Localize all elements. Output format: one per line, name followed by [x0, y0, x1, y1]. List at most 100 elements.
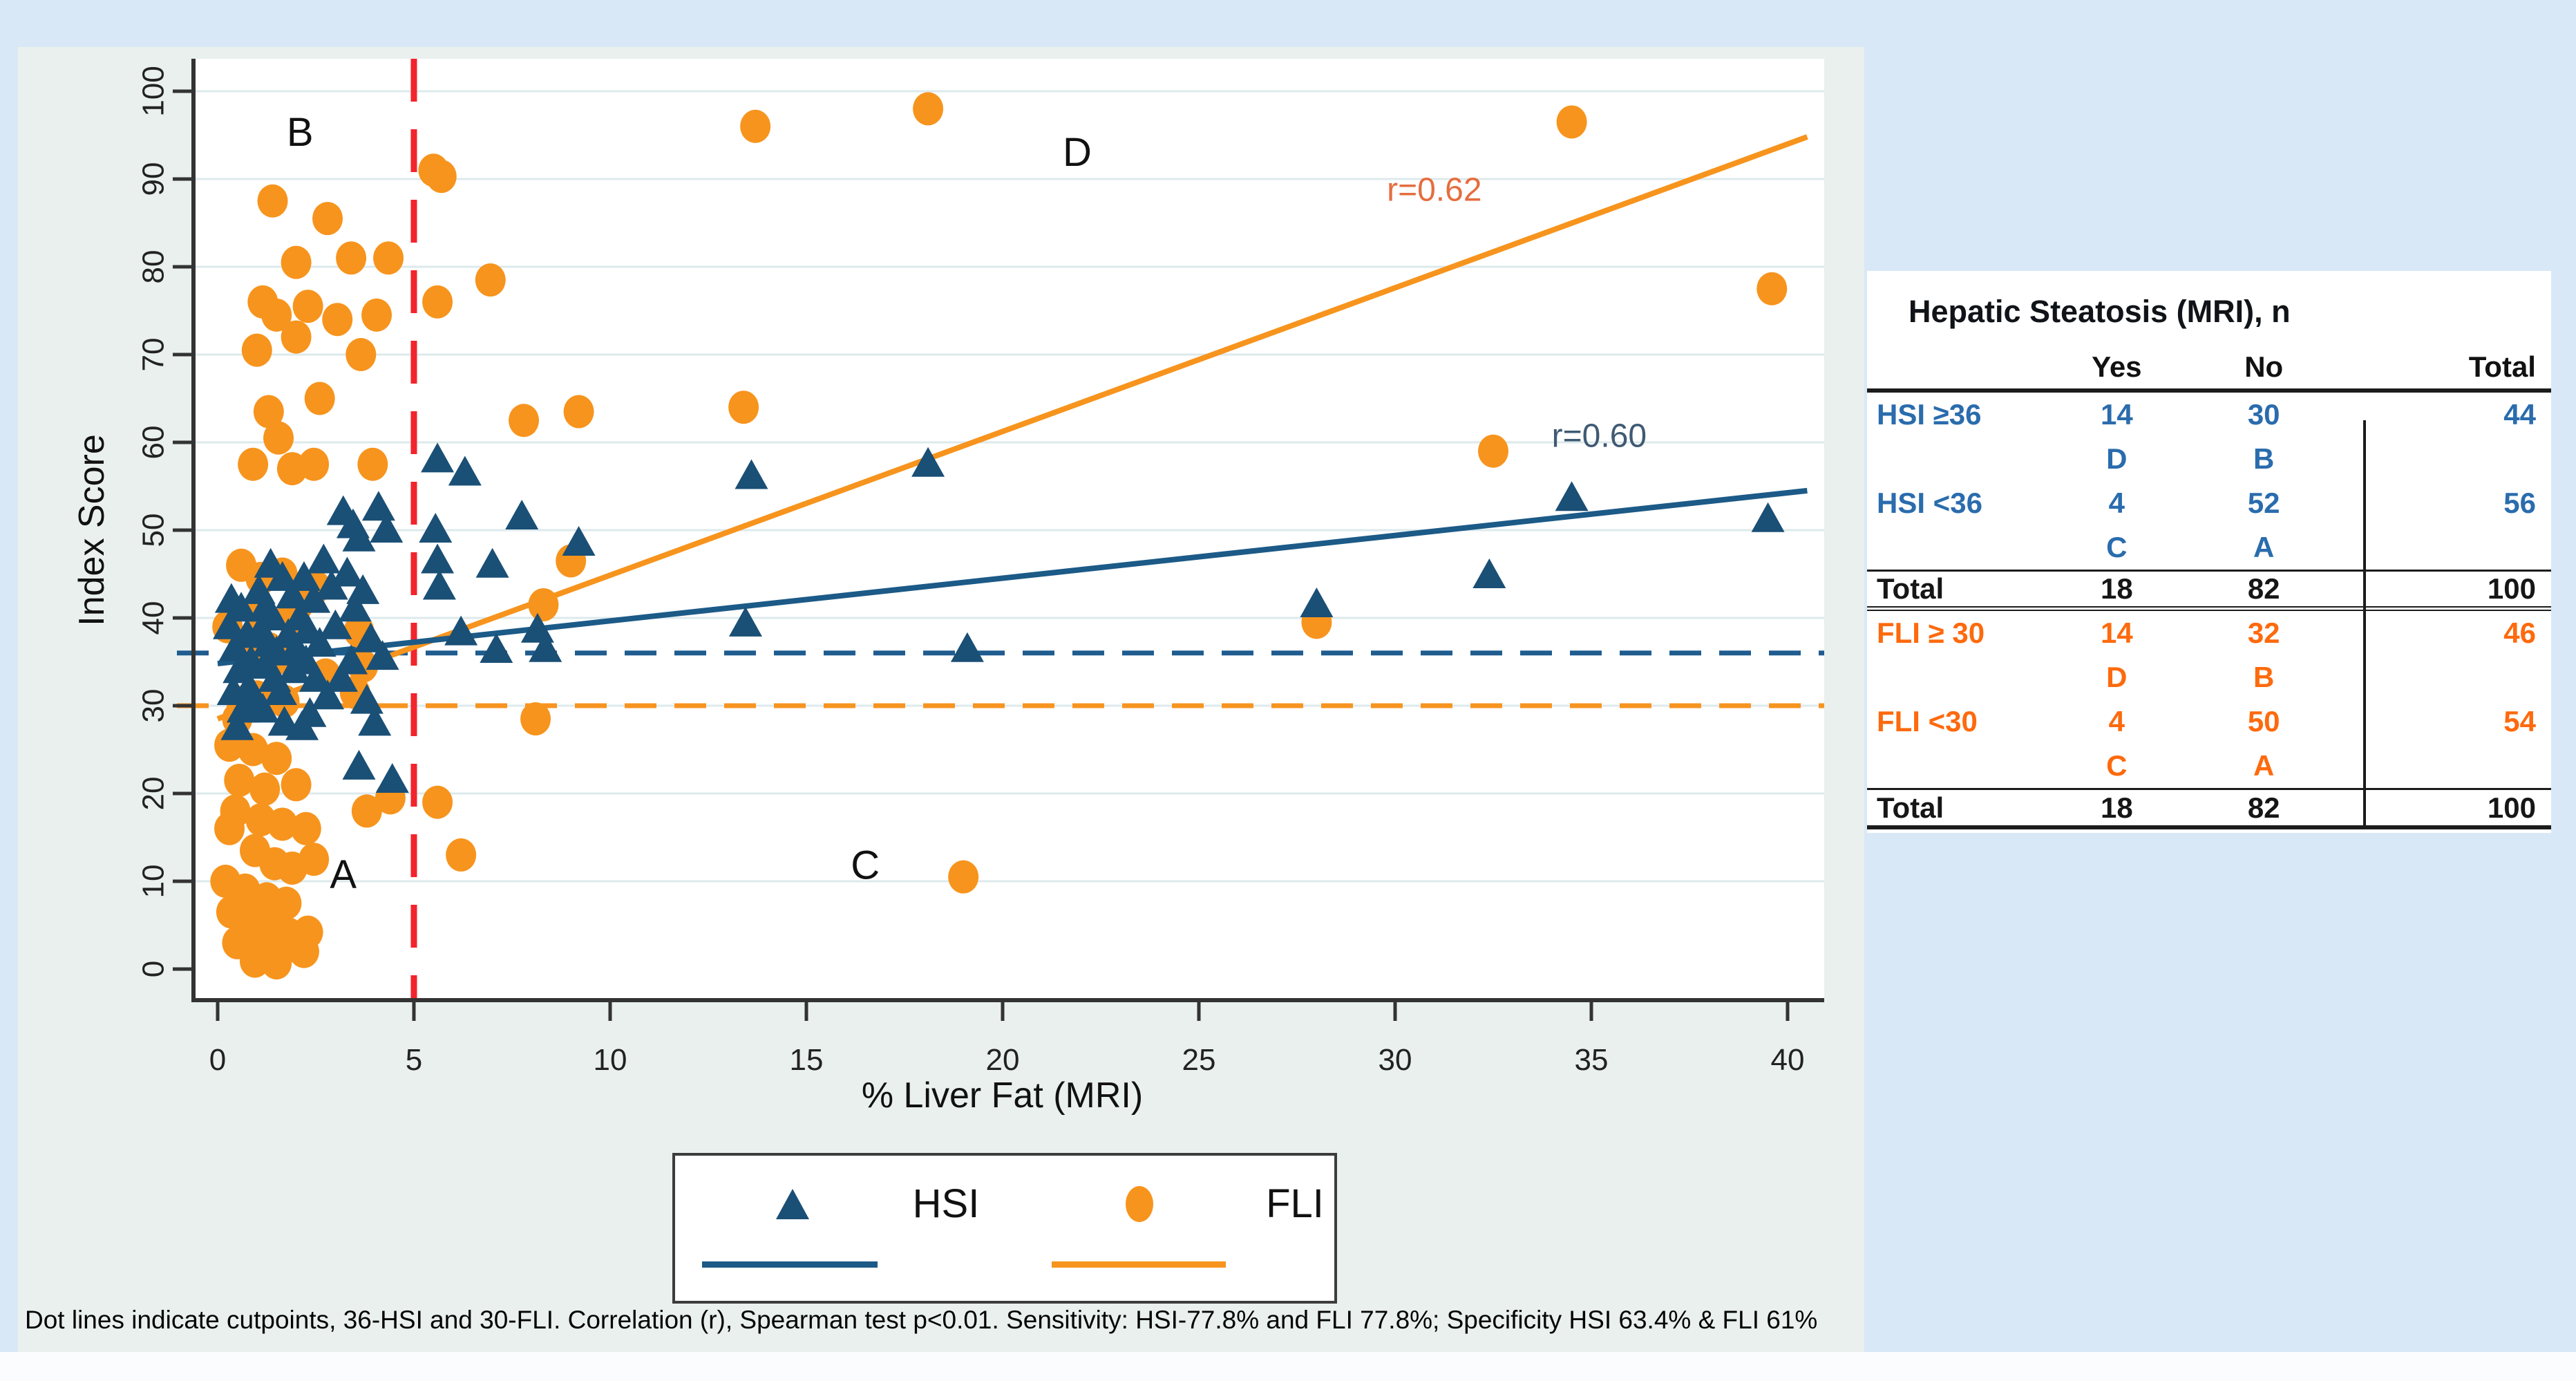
fli-point	[563, 395, 594, 429]
table-cell: 44	[2503, 398, 2536, 431]
hsi-point	[421, 543, 455, 574]
hsi-point	[287, 561, 321, 591]
table-cell: D	[2106, 661, 2128, 693]
fli-point	[740, 109, 771, 143]
hsi-point	[475, 547, 509, 578]
hsi-point	[361, 491, 395, 521]
y-tick-label-60: 60	[137, 426, 171, 460]
hsi-point	[330, 556, 364, 587]
fli-point	[1756, 272, 1788, 306]
hsi-point	[213, 609, 247, 639]
x-tick-label-35: 35	[1575, 1043, 1609, 1077]
x-tick-label-0: 0	[209, 1043, 226, 1077]
y-tick-label-0: 0	[137, 961, 171, 977]
hsi-point	[419, 513, 453, 543]
table-cell: B	[2253, 442, 2275, 475]
y-tick-label-50: 50	[137, 514, 171, 547]
fli-fit-line	[216, 134, 1808, 722]
hsi-point	[1751, 502, 1785, 532]
table-row: FLI ≥ 30 14 32 46	[1867, 611, 2551, 655]
table-row: FLI <30 4 50 54	[1867, 699, 2551, 744]
hsi-point	[505, 499, 539, 529]
fli-point	[224, 763, 255, 797]
x-tick-label-40: 40	[1771, 1043, 1805, 1077]
fli-point	[271, 886, 302, 920]
hsi-point	[444, 615, 478, 646]
table-cell: 32	[2247, 617, 2280, 649]
table-cell: 4	[2108, 487, 2125, 519]
hsi-point	[480, 632, 513, 663]
table-cell: 4	[2108, 705, 2125, 738]
hsi-point	[950, 632, 984, 662]
table-cell: 14	[2100, 617, 2133, 649]
fli-point	[373, 241, 404, 275]
table-cell: D	[2106, 442, 2128, 475]
x-tick-label-5: 5	[406, 1043, 422, 1077]
hsi-point	[263, 675, 297, 705]
hsi-point	[370, 513, 404, 543]
hsi-point	[314, 570, 348, 600]
fli-point	[357, 447, 388, 481]
table-cell: 82	[2247, 572, 2280, 605]
fli-circle-icon	[1126, 1186, 1153, 1222]
y-tick-label-80: 80	[137, 250, 171, 284]
hsi-point	[342, 521, 376, 552]
quadrant-label-A: A	[330, 852, 357, 897]
table-row: HSI <36 4 52 56	[1867, 481, 2551, 525]
x-tick-label-25: 25	[1182, 1043, 1216, 1077]
table-cell: 18	[2100, 572, 2133, 605]
fli-point	[290, 811, 321, 845]
table-cell: 50	[2247, 705, 2280, 738]
table-cell: FLI ≥ 30	[1877, 617, 1985, 649]
hsi-point	[342, 749, 376, 780]
hsi-point	[311, 679, 345, 710]
figure-caption: Dot lines indicate cutpoints, 36-HSI and…	[25, 1306, 1818, 1334]
x-axis-title: % Liver Fat (MRI)	[862, 1075, 1143, 1116]
x-tick-label-10: 10	[594, 1043, 627, 1077]
table-cell: 30	[2247, 398, 2280, 431]
y-tick-label-70: 70	[137, 338, 171, 372]
contingency-table: Hepatic Steatosis (MRI), n Yes No Total HSI…	[1867, 271, 2551, 833]
fli-point	[239, 944, 270, 978]
table-cell: 14	[2100, 398, 2133, 431]
fli-point	[422, 785, 453, 819]
table-cell: 18	[2100, 791, 2133, 824]
fli-point	[261, 946, 292, 980]
hsi-point	[358, 706, 392, 736]
fli-point	[528, 588, 559, 621]
table-cell: FLI <30	[1877, 705, 1978, 738]
fli-point	[351, 794, 382, 828]
fli-point	[948, 860, 979, 894]
chart-legend: HSI FLI	[672, 1153, 1337, 1304]
x-tick-label-15: 15	[790, 1043, 824, 1077]
fli-point	[446, 838, 477, 872]
y-tick-label-30: 30	[137, 689, 171, 723]
hsi-point	[354, 622, 388, 652]
fli-point	[281, 245, 312, 279]
y-tick-label-20: 20	[137, 777, 171, 811]
table-cell: 52	[2247, 487, 2280, 519]
fli-point	[299, 843, 330, 876]
hsi-fit-line	[217, 487, 1808, 667]
hsi-point	[285, 710, 319, 740]
hsi-point	[1300, 587, 1334, 617]
hsi-point	[324, 661, 358, 692]
fli-point	[1556, 105, 1587, 139]
fli-point	[345, 338, 377, 371]
fli-point	[238, 447, 269, 481]
table-row: Total 18 82 100	[1867, 788, 2551, 829]
fli-point	[312, 202, 343, 236]
fli-point	[1478, 434, 1508, 468]
table-cell: 56	[2503, 487, 2536, 519]
hsi-point	[246, 693, 280, 723]
fli-point	[728, 391, 759, 424]
table-cell: No	[2244, 350, 2284, 383]
table-cell: 82	[2247, 791, 2280, 824]
y-tick-label-10: 10	[137, 865, 171, 899]
fli-point	[214, 811, 245, 845]
y-tick-label-90: 90	[137, 162, 171, 196]
table-row: Total 18 82 100	[1867, 570, 2551, 611]
